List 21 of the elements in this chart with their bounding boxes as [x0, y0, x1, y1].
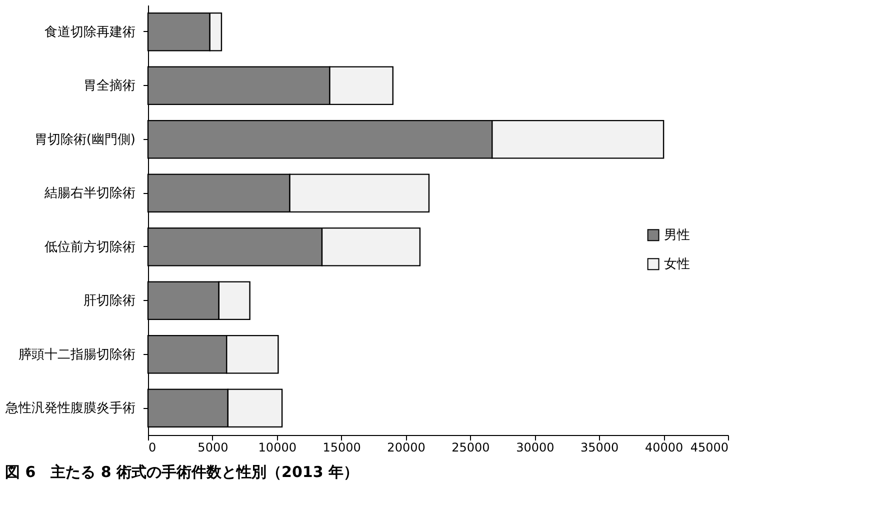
x-tick-label: 15000: [322, 440, 361, 454]
x-tick-label: 30000: [516, 440, 554, 454]
y-tick-label: 結腸右半切除術: [44, 186, 136, 202]
y-tick-label: 胃切除術(幽門側): [34, 132, 136, 148]
text: 図 6 主たる 8 術式の手術件数と性別（2013 年）: [5, 463, 359, 481]
y-tick-label: 低位前方切除術: [44, 238, 136, 255]
legend-label: 男性: [664, 228, 690, 244]
x-tick-label: 10000: [258, 440, 296, 454]
x-tick-label: 20000: [387, 440, 426, 454]
y-tick-label: 肝切除術: [84, 294, 136, 309]
y-tick-label: 食道切除再建術: [44, 24, 136, 40]
x-tick-label: 5000: [198, 440, 228, 454]
y-tick-label: 胃全摘術: [84, 78, 136, 94]
y-tick-label: 急性汎発性腹膜炎手術: [4, 401, 136, 416]
x-tick-label: 35000: [580, 440, 619, 454]
x-tick-label: 45000: [690, 440, 728, 454]
x-tick-label: 40000: [644, 440, 684, 454]
x-tick-label: 25000: [452, 440, 490, 454]
legend-label: 女性: [664, 257, 690, 272]
y-tick-label: 膵頭十二指腸切除術: [18, 347, 136, 362]
x-tick-label: 0: [148, 440, 156, 454]
